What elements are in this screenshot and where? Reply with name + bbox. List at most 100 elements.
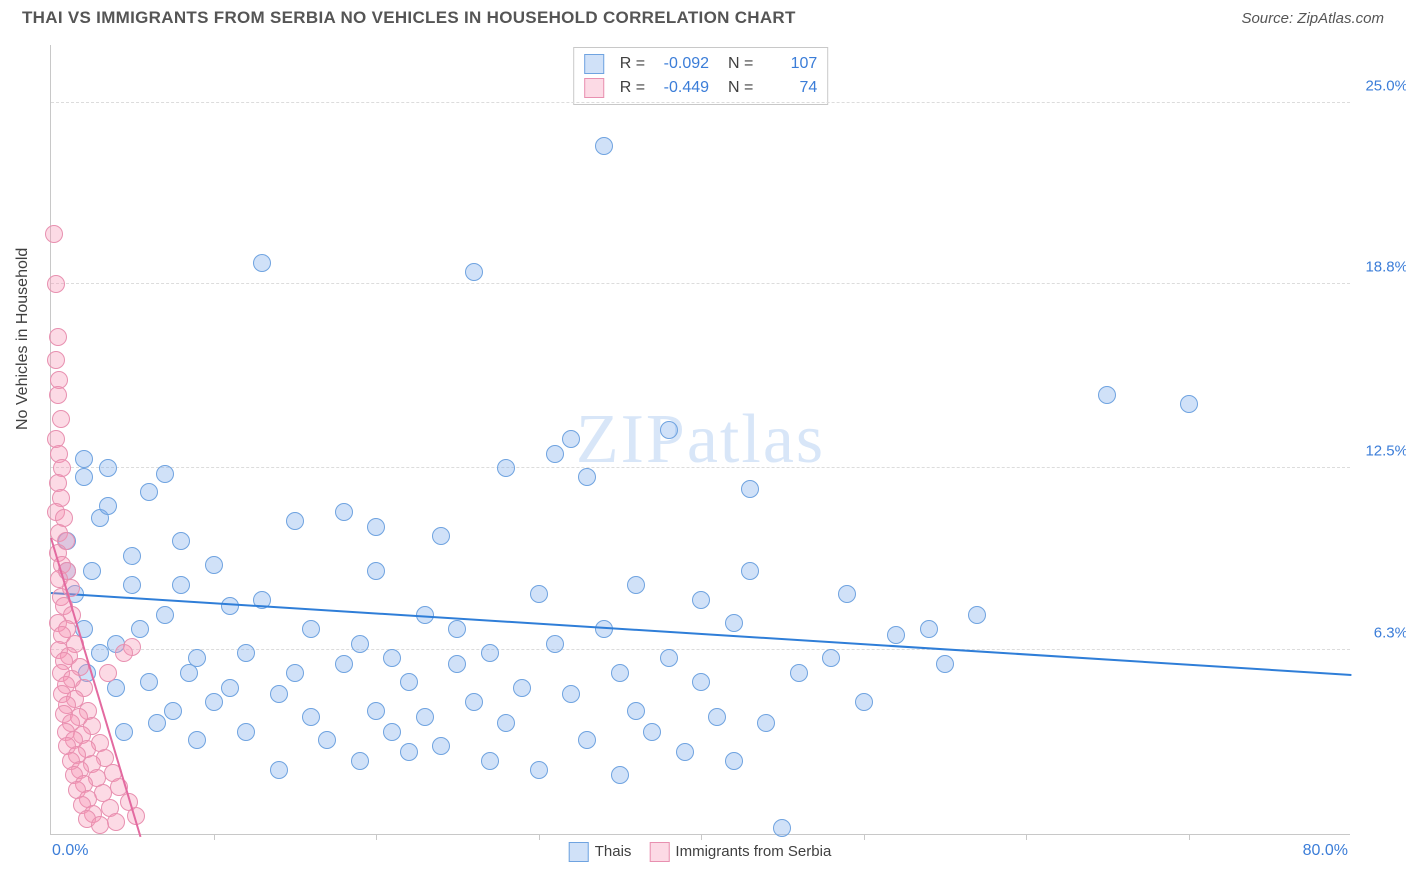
data-point	[47, 275, 65, 293]
x-tick	[1189, 834, 1190, 840]
data-point	[45, 225, 63, 243]
gridline	[51, 283, 1350, 284]
legend-swatch	[584, 54, 604, 74]
legend-item: Thais	[569, 842, 632, 862]
data-point	[448, 620, 466, 638]
data-point	[335, 503, 353, 521]
data-point	[497, 459, 515, 477]
data-point	[49, 386, 67, 404]
source-credit: Source: ZipAtlas.com	[1241, 10, 1384, 27]
data-point	[773, 819, 791, 837]
data-point	[172, 576, 190, 594]
y-tick-label: 18.8%	[1365, 258, 1406, 275]
data-point	[465, 263, 483, 281]
data-point	[757, 714, 775, 732]
data-point	[335, 655, 353, 673]
data-point	[367, 562, 385, 580]
data-point	[562, 685, 580, 703]
data-point	[156, 465, 174, 483]
data-point	[205, 693, 223, 711]
data-point	[221, 597, 239, 615]
legend-n-label: N =	[719, 52, 753, 76]
data-point	[855, 693, 873, 711]
series-legend: ThaisImmigrants from Serbia	[569, 842, 832, 862]
legend-n-value: 74	[763, 76, 817, 100]
data-point	[148, 714, 166, 732]
data-point	[188, 649, 206, 667]
legend-r-label: R =	[620, 52, 645, 76]
legend-swatch	[584, 78, 604, 98]
data-point	[383, 649, 401, 667]
data-point	[367, 702, 385, 720]
y-tick-label: 12.5%	[1365, 443, 1406, 460]
data-point	[75, 450, 93, 468]
chart-title: THAI VS IMMIGRANTS FROM SERBIA NO VEHICL…	[22, 8, 796, 28]
data-point	[465, 693, 483, 711]
data-point	[52, 410, 70, 428]
x-tick	[539, 834, 540, 840]
x-tick	[864, 834, 865, 840]
legend-n-value: 107	[763, 52, 817, 76]
data-point	[530, 585, 548, 603]
data-point	[91, 816, 109, 834]
data-point	[237, 723, 255, 741]
data-point	[270, 761, 288, 779]
legend-r-label: R =	[620, 76, 645, 100]
data-point	[790, 664, 808, 682]
data-point	[131, 620, 149, 638]
scatter-chart: ZIPatlas R =-0.092 N =107R =-0.449 N =74…	[50, 45, 1350, 835]
x-axis-labels: 0.0% ThaisImmigrants from Serbia 80.0%	[50, 842, 1350, 870]
data-point	[99, 664, 117, 682]
data-point	[99, 497, 117, 515]
data-point	[562, 430, 580, 448]
data-point	[708, 708, 726, 726]
y-tick-label: 6.3%	[1374, 624, 1406, 641]
data-point	[676, 743, 694, 761]
data-point	[99, 459, 117, 477]
data-point	[351, 752, 369, 770]
data-point	[481, 644, 499, 662]
legend-row: R =-0.449 N =74	[584, 76, 818, 100]
data-point	[968, 606, 986, 624]
data-point	[1180, 395, 1198, 413]
data-point	[643, 723, 661, 741]
data-point	[725, 752, 743, 770]
data-point	[253, 254, 271, 272]
legend-r-value: -0.092	[655, 52, 709, 76]
data-point	[91, 644, 109, 662]
y-tick-label: 25.0%	[1365, 77, 1406, 94]
data-point	[83, 562, 101, 580]
gridline	[51, 467, 1350, 468]
legend-swatch	[649, 842, 669, 862]
data-point	[270, 685, 288, 703]
data-point	[692, 673, 710, 691]
data-point	[140, 673, 158, 691]
data-point	[578, 731, 596, 749]
data-point	[692, 591, 710, 609]
data-point	[286, 512, 304, 530]
data-point	[75, 468, 93, 486]
data-point	[123, 547, 141, 565]
data-point	[660, 421, 678, 439]
data-point	[172, 532, 190, 550]
data-point	[611, 664, 629, 682]
data-point	[936, 655, 954, 673]
data-point	[546, 635, 564, 653]
data-point	[920, 620, 938, 638]
legend-label: Thais	[595, 843, 632, 860]
x-tick	[214, 834, 215, 840]
data-point	[205, 556, 223, 574]
data-point	[741, 562, 759, 580]
data-point	[237, 644, 255, 662]
data-point	[107, 813, 125, 831]
data-point	[838, 585, 856, 603]
x-max-label: 80.0%	[1303, 842, 1348, 860]
legend-row: R = -0.092 N = 107	[584, 52, 818, 76]
data-point	[627, 576, 645, 594]
x-tick	[1026, 834, 1027, 840]
data-point	[725, 614, 743, 632]
data-point	[530, 761, 548, 779]
data-point	[627, 702, 645, 720]
data-point	[660, 649, 678, 667]
data-point	[448, 655, 466, 673]
